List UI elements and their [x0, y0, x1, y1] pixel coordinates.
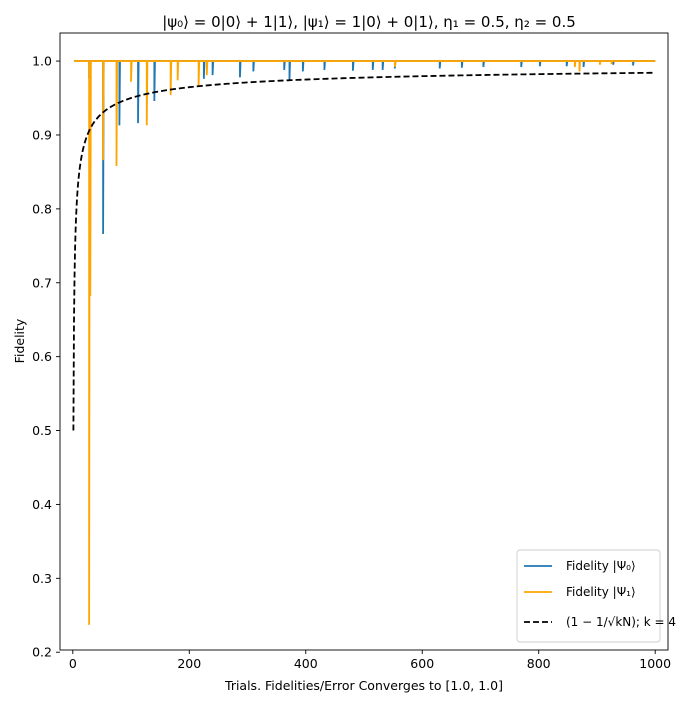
- series-layer: [72, 60, 656, 625]
- y-axis-label: Fidelity: [12, 318, 27, 363]
- y-tick-label-0.8: 0.8: [32, 201, 52, 216]
- chart-title: |ψ₀⟩ = 0|0⟩ + 1|1⟩, |ψ₁⟩ = 1|0⟩ + 0|1⟩, …: [162, 13, 576, 31]
- legend: Fidelity |Ψ₀⟩ Fidelity |Ψ₁⟩ (1 − 1/√kN);…: [516, 549, 676, 643]
- legend-box: [516, 549, 661, 643]
- x-tick-label-1000: 1000: [639, 656, 671, 671]
- x-tick-label-600: 600: [410, 656, 434, 671]
- y-tick-label-0.6: 0.6: [32, 349, 52, 364]
- x-tick-label-400: 400: [294, 656, 318, 671]
- y-tick-label-0.5: 0.5: [32, 423, 52, 438]
- y-tick-label-0.4: 0.4: [32, 497, 52, 512]
- y-axis: 0.2 0.3 0.4 0.5 0.6 0.7 0.8 0.9 1.0: [32, 54, 60, 660]
- plot-background: [60, 33, 668, 650]
- series-line-psi1: [73, 60, 656, 625]
- plot-area: [59, 32, 669, 651]
- legend-label-bound: (1 − 1/√kN); k = 4: [566, 615, 676, 629]
- x-axis: 0 200 400 600 800 1000: [69, 650, 671, 671]
- y-tick-label-0.2: 0.2: [32, 645, 52, 660]
- x-tick-label-200: 200: [177, 656, 201, 671]
- y-tick-label-0.7: 0.7: [32, 275, 52, 290]
- x-tick-label-800: 800: [527, 656, 551, 671]
- legend-label-psi0: Fidelity |Ψ₀⟩: [566, 559, 636, 573]
- y-tick-label-1.0: 1.0: [32, 54, 52, 69]
- series-line-bound: [72, 71, 656, 431]
- x-axis-label: Trials. Fidelities/Error Converges to [1…: [224, 678, 503, 693]
- y-tick-label-0.3: 0.3: [32, 571, 52, 586]
- x-tick-label-0: 0: [69, 656, 77, 671]
- y-tick-label-0.9: 0.9: [32, 127, 52, 142]
- legend-label-psi1: Fidelity |Ψ₁⟩: [566, 585, 636, 599]
- plot-frame: [59, 32, 669, 651]
